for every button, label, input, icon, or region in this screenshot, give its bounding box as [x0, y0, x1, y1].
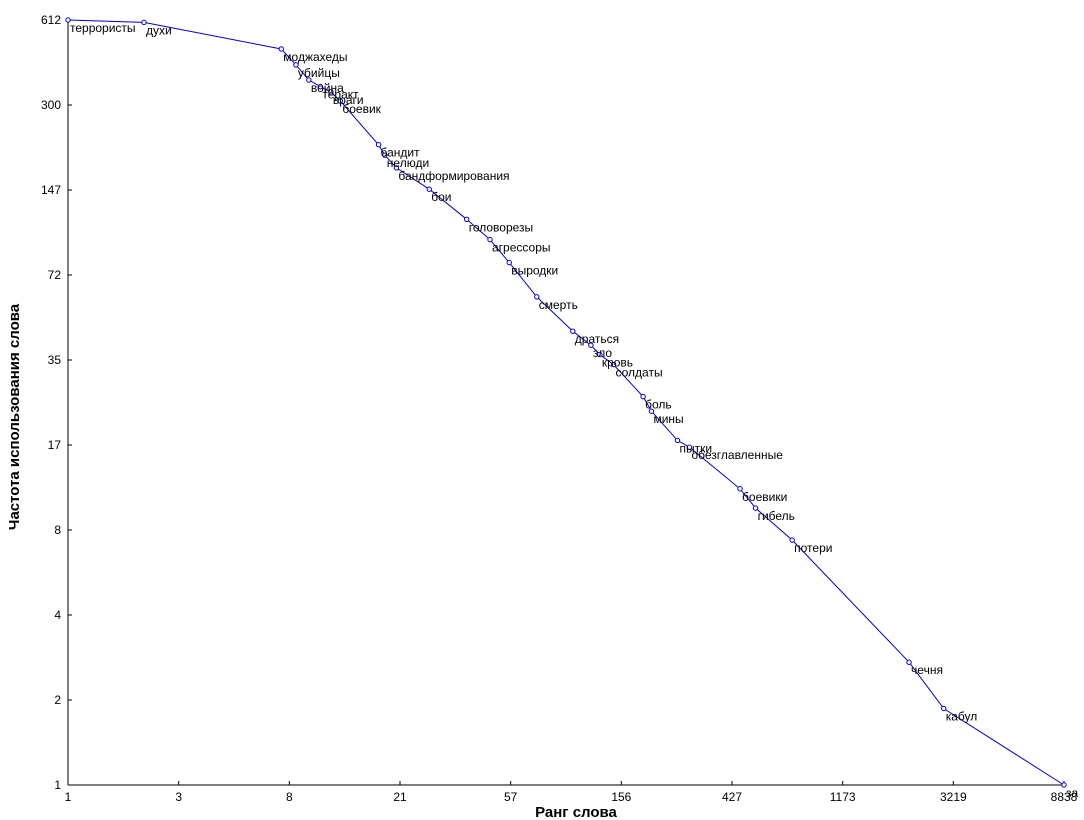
- data-point: [382, 152, 388, 158]
- data-point: [328, 89, 334, 95]
- data-point: [941, 705, 947, 712]
- data-point: [306, 77, 312, 83]
- data-point-label: враги: [333, 93, 364, 107]
- data-point-label: выродки: [511, 264, 558, 278]
- y-tick-label: 1: [54, 778, 61, 792]
- data-point-label: боевики: [742, 490, 787, 504]
- data-point-label: моджахеды: [283, 50, 347, 64]
- data-point: [906, 659, 912, 665]
- data-point-label: агрессоры: [492, 241, 551, 255]
- x-tick-label: 21: [393, 790, 407, 804]
- data-point-label: солдаты: [615, 366, 662, 380]
- data-point-label: кровь: [602, 356, 633, 370]
- series: [65, 17, 1067, 788]
- x-tick-label: 8: [286, 790, 293, 804]
- data-point-label: гибель: [758, 509, 795, 523]
- y-tick-label: 612: [41, 13, 61, 27]
- data-point-label: драться: [575, 332, 619, 346]
- y-tick-label: 4: [54, 608, 61, 622]
- data-point-label: за: [1066, 786, 1079, 800]
- x-tick-label: 3: [175, 790, 182, 804]
- data-point: [464, 216, 470, 223]
- y-tick-label: 35: [48, 353, 62, 367]
- x-tick-label: 8838: [1051, 790, 1078, 804]
- data-point: [674, 437, 681, 444]
- data-point: [337, 98, 344, 104]
- data-point: [293, 62, 299, 68]
- data-point-label: война: [311, 81, 344, 95]
- data-point: [506, 259, 512, 266]
- y-tick-label: 147: [41, 183, 61, 197]
- data-point-label: боль: [645, 398, 672, 412]
- x-tick-label: 1173: [830, 790, 856, 804]
- data-point-label: пытки: [680, 441, 713, 455]
- x-tick-label: 156: [611, 790, 631, 804]
- point-labels: террористы духи моджахеды убийцывойнатеракт…: [70, 21, 1079, 800]
- data-point: [570, 328, 576, 334]
- ticks: 1 3 8 21 57 156 427 1173 3219 8838612300147723517…: [41, 13, 1078, 804]
- data-point: [65, 17, 71, 23]
- y-tick-label: 72: [48, 268, 62, 282]
- data-point: [393, 165, 400, 171]
- data-point-label: бандит: [381, 146, 421, 160]
- x-axis-title: Ранг слова: [535, 804, 617, 820]
- x-tick-label: 1: [65, 790, 72, 804]
- data-point-label: боевик: [342, 102, 381, 116]
- data-point-label: зло: [593, 346, 613, 360]
- data-point-label: бандформирования: [398, 169, 509, 183]
- data-point-label: кабул: [946, 709, 978, 723]
- data-point: [648, 408, 655, 414]
- data-point: [1061, 782, 1067, 788]
- x-tick-label: 427: [722, 790, 742, 804]
- data-point: [752, 505, 759, 511]
- data-point: [487, 236, 493, 243]
- data-point: [789, 537, 795, 543]
- data-point-label: теракт: [322, 88, 359, 102]
- y-tick-label: 8: [54, 523, 61, 537]
- data-point-label: потери: [794, 541, 832, 555]
- data-point-label: мины: [653, 412, 683, 426]
- data-point-label: головорезы: [469, 220, 533, 234]
- data-point: [141, 19, 147, 26]
- data-point: [610, 361, 617, 368]
- x-tick-label: 57: [504, 790, 518, 804]
- data-point-label: духи: [146, 23, 172, 37]
- data-point-label: террористы: [70, 21, 136, 35]
- data-point: [737, 486, 743, 492]
- data-point-label: бои: [431, 190, 451, 204]
- y-tick-label: 2: [54, 693, 61, 707]
- y-axis-title: Частота использования слова: [6, 303, 23, 530]
- data-point-label: нелюди: [387, 156, 429, 170]
- data-point: [426, 186, 432, 192]
- axes: [67, 20, 1064, 786]
- data-point: [686, 444, 693, 450]
- y-tick-label: 300: [41, 98, 61, 112]
- data-point: [375, 142, 382, 148]
- data-point: [597, 351, 603, 358]
- data-point: [640, 393, 646, 400]
- data-point-label: обезглавленные: [691, 448, 783, 462]
- data-point: [278, 46, 284, 52]
- data-point: [317, 83, 324, 90]
- data-point-label: чечня: [911, 663, 943, 677]
- data-point-label: смерть: [539, 298, 578, 312]
- y-tick-label: 17: [48, 438, 62, 452]
- data-point-label: убийцы: [298, 66, 340, 80]
- data-point: [534, 294, 540, 300]
- data-point: [588, 342, 594, 348]
- x-tick-label: 3219: [940, 790, 967, 804]
